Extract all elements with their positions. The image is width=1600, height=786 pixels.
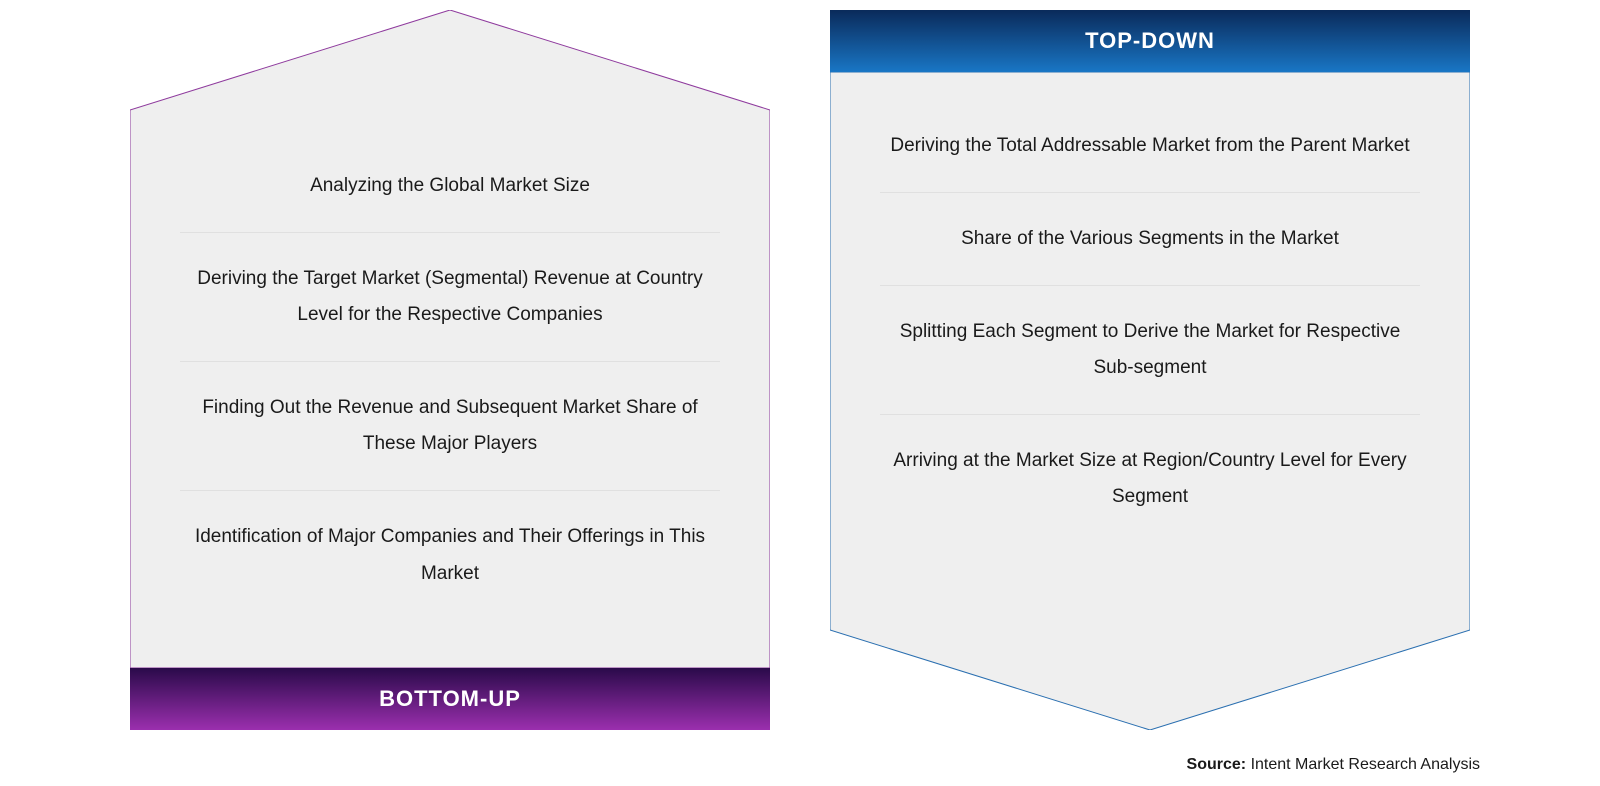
list-item: Deriving the Target Market (Segmental) R…	[180, 233, 720, 362]
bottom-up-banner-label: BOTTOM-UP	[379, 686, 521, 712]
bottom-up-items-list: Analyzing the Global Market Size Derivin…	[130, 110, 770, 640]
list-item: Deriving the Total Addressable Market fr…	[880, 100, 1420, 193]
source-attribution: Source: Intent Market Research Analysis	[1187, 756, 1480, 774]
source-text: Intent Market Research Analysis	[1251, 756, 1480, 773]
top-down-panel: TOP-DOWN Deriving the Total Addressable …	[830, 10, 1470, 730]
list-item: Identification of Major Companies and Th…	[180, 491, 720, 619]
list-item: Arriving at the Market Size at Region/Co…	[880, 415, 1420, 543]
infographic-container: Analyzing the Global Market Size Derivin…	[0, 0, 1600, 730]
top-down-banner-label: TOP-DOWN	[1085, 28, 1215, 54]
bottom-up-banner: BOTTOM-UP	[130, 668, 770, 730]
list-item: Share of the Various Segments in the Mar…	[880, 193, 1420, 286]
top-down-items-list: Deriving the Total Addressable Market fr…	[830, 70, 1470, 564]
source-label: Source:	[1187, 756, 1247, 773]
list-item: Analyzing the Global Market Size	[180, 140, 720, 233]
bottom-up-panel: Analyzing the Global Market Size Derivin…	[130, 10, 770, 730]
list-item: Finding Out the Revenue and Subsequent M…	[180, 362, 720, 491]
list-item: Splitting Each Segment to Derive the Mar…	[880, 286, 1420, 415]
top-down-banner: TOP-DOWN	[830, 10, 1470, 72]
